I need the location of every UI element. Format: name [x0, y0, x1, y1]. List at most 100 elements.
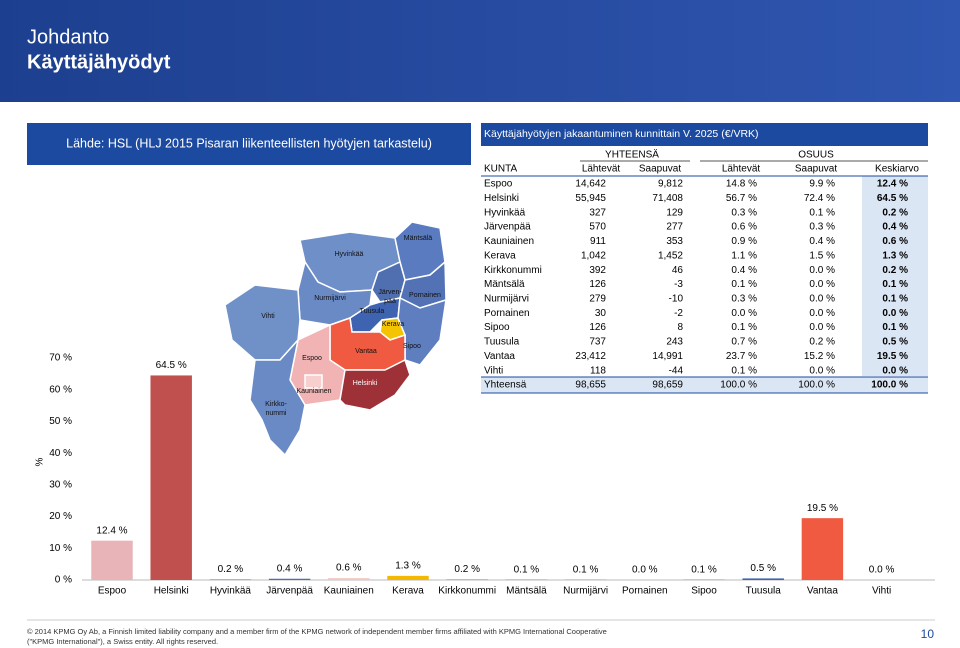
table-cell: 0.1 %: [731, 365, 757, 376]
value-label: 12.4 %: [96, 525, 127, 536]
table-cell: 14,991: [652, 351, 683, 362]
bar: [387, 575, 429, 580]
value-label: 0.1 %: [514, 564, 540, 575]
map-label: Hyvinkää: [335, 251, 364, 258]
table-cell: 23,412: [575, 351, 606, 362]
footer-text: ("KPMG International"), a Swiss entity. …: [27, 637, 218, 646]
table-cell: Tuusula: [484, 337, 520, 348]
table-cell: 0.5 %: [882, 337, 908, 348]
table-header: Saapuvat: [639, 164, 681, 175]
table-cell: 327: [589, 207, 606, 218]
value-label: 0.1 %: [573, 564, 599, 575]
table-cell: 0.1 %: [809, 207, 835, 218]
map-label: Kauniainen: [296, 388, 331, 395]
table-cell: 0.0 %: [809, 265, 835, 276]
table-cell: 392: [589, 265, 606, 276]
map-kauniainen: [304, 374, 323, 389]
table-cell: 0.0 %: [882, 365, 908, 376]
value-label: 0.2 %: [454, 564, 480, 575]
table-cell: 0.0 %: [882, 308, 908, 319]
table-cell: 0.0 %: [809, 322, 835, 333]
table-title: Käyttäjähyötyjen jakaantuminen kunnittai…: [484, 128, 759, 140]
map-label: pää: [384, 298, 396, 305]
bar: [446, 579, 488, 580]
table-cell: 0.1 %: [882, 294, 908, 305]
value-label: 1.3 %: [395, 561, 421, 572]
x-tick-label: Hyvinkää: [210, 586, 252, 597]
table-cell: 0.4 %: [882, 222, 908, 233]
value-label: 0.0 %: [632, 565, 658, 576]
table-cell: 72.4 %: [804, 193, 835, 204]
page-number: 10: [921, 627, 935, 641]
table-cell: -3: [674, 279, 683, 290]
map-label: nummi: [265, 410, 286, 417]
table-cell: 129: [666, 207, 683, 218]
table-cell: 23.7 %: [726, 351, 757, 362]
source-box: [27, 123, 471, 165]
table-cell: -10: [669, 294, 684, 305]
map-vihti: [224, 284, 301, 361]
value-label: 0.4 %: [277, 563, 303, 574]
map-label: Tuusula: [360, 308, 385, 315]
table-cell: Espoo: [484, 179, 513, 190]
table-cell: 0.2 %: [809, 337, 835, 348]
map-label: Kirkko-: [265, 401, 287, 408]
table-cell: 14.8 %: [726, 179, 757, 190]
x-tick-label: Vantaa: [807, 586, 838, 597]
table-cell: Mäntsälä: [484, 279, 525, 290]
table-cell: 64.5 %: [877, 193, 908, 204]
map-label: Vihti: [261, 313, 275, 320]
table-cell: Kirkkonummi: [484, 265, 542, 276]
table-cell: 279: [589, 294, 606, 305]
map-label: Sipoo: [403, 343, 421, 350]
table-cell: Pornainen: [484, 308, 530, 319]
bar: [742, 578, 784, 580]
table-cell: -2: [674, 308, 683, 319]
x-tick-label: Helsinki: [154, 586, 189, 597]
table-cell: Hyvinkää: [484, 207, 526, 218]
table-cell: 71,408: [652, 193, 683, 204]
value-label: 0.0 %: [869, 565, 895, 576]
table-cell: 0.4 %: [809, 236, 835, 247]
table-cell: 0.7 %: [731, 337, 757, 348]
table-cell: 100.0 %: [871, 380, 908, 391]
table-cell: 0.0 %: [731, 308, 757, 319]
table-cell: 0.0 %: [809, 294, 835, 305]
map-label: Pornainen: [409, 292, 441, 299]
table-cell: 0.9 %: [731, 236, 757, 247]
y-tick-label: 0 %: [55, 575, 72, 586]
y-tick-label: 40 %: [49, 448, 72, 459]
table-cell: 1.1 %: [731, 250, 757, 261]
table-cell: 98,659: [652, 380, 683, 391]
table-cell: 12.4 %: [877, 179, 908, 190]
table-cell: Kauniainen: [484, 236, 534, 247]
table-cell: 0.2 %: [882, 265, 908, 276]
table-header: Lähtevät: [582, 164, 621, 175]
table-cell: Vantaa: [484, 351, 515, 362]
table-cell: 1,042: [581, 250, 606, 261]
map-label: Kerava: [382, 321, 404, 328]
map-kirkkonummi: [249, 337, 306, 457]
header-band: [0, 0, 960, 102]
table-cell: 0.3 %: [731, 207, 757, 218]
x-tick-label: Pornainen: [622, 586, 668, 597]
table-header: Lähtevät: [722, 164, 761, 175]
table-cell: 0.0 %: [809, 279, 835, 290]
table-cell: Järvenpää: [484, 222, 531, 233]
table-cell: 277: [666, 222, 683, 233]
bar: [328, 578, 370, 580]
map-sipoo: [397, 296, 447, 366]
table-cell: 0.0 %: [809, 365, 835, 376]
table-cell: 0.6 %: [882, 236, 908, 247]
map-label: Helsinki: [353, 380, 378, 387]
table-cell: 353: [666, 236, 683, 247]
table-cell: 55,945: [575, 193, 606, 204]
table-cell: 0.2 %: [882, 207, 908, 218]
slide-subtitle: Käyttäjähyödyt: [27, 51, 171, 73]
table-header: KUNTA: [484, 164, 517, 175]
y-tick-label: 10 %: [49, 543, 72, 554]
table-cell: Sipoo: [484, 322, 510, 333]
table-cell: 1.5 %: [809, 250, 835, 261]
footer-text: © 2014 KPMG Oy Ab, a Finnish limited lia…: [27, 627, 607, 636]
